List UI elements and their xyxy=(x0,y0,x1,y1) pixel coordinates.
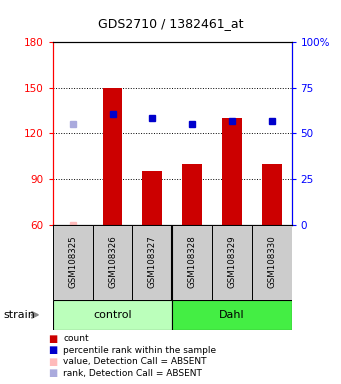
Text: value, Detection Call = ABSENT: value, Detection Call = ABSENT xyxy=(63,357,207,366)
Bar xyxy=(53,225,93,300)
Bar xyxy=(143,171,162,225)
Text: ■: ■ xyxy=(48,345,58,355)
Bar xyxy=(53,300,172,330)
Text: GSM108328: GSM108328 xyxy=(188,236,197,288)
Bar xyxy=(182,164,202,225)
Bar xyxy=(93,225,132,300)
Bar xyxy=(103,88,122,225)
Text: ■: ■ xyxy=(48,368,58,378)
Text: GSM108329: GSM108329 xyxy=(227,236,236,288)
Bar xyxy=(172,225,212,300)
Text: GDS2710 / 1382461_at: GDS2710 / 1382461_at xyxy=(98,17,243,30)
Bar xyxy=(212,225,252,300)
Text: GSM108327: GSM108327 xyxy=(148,236,157,288)
Text: control: control xyxy=(93,310,132,320)
Text: percentile rank within the sample: percentile rank within the sample xyxy=(63,346,216,355)
Text: count: count xyxy=(63,334,89,343)
Text: GSM108330: GSM108330 xyxy=(267,236,276,288)
Text: GSM108325: GSM108325 xyxy=(68,236,77,288)
Text: ■: ■ xyxy=(48,357,58,367)
Bar xyxy=(172,300,292,330)
Text: rank, Detection Call = ABSENT: rank, Detection Call = ABSENT xyxy=(63,369,202,378)
Text: Dahl: Dahl xyxy=(219,310,245,320)
Text: GSM108326: GSM108326 xyxy=(108,236,117,288)
Text: ■: ■ xyxy=(48,334,58,344)
Text: strain: strain xyxy=(3,310,35,320)
Bar xyxy=(252,225,292,300)
Bar xyxy=(262,164,282,225)
Bar xyxy=(222,118,242,225)
Bar xyxy=(132,225,172,300)
